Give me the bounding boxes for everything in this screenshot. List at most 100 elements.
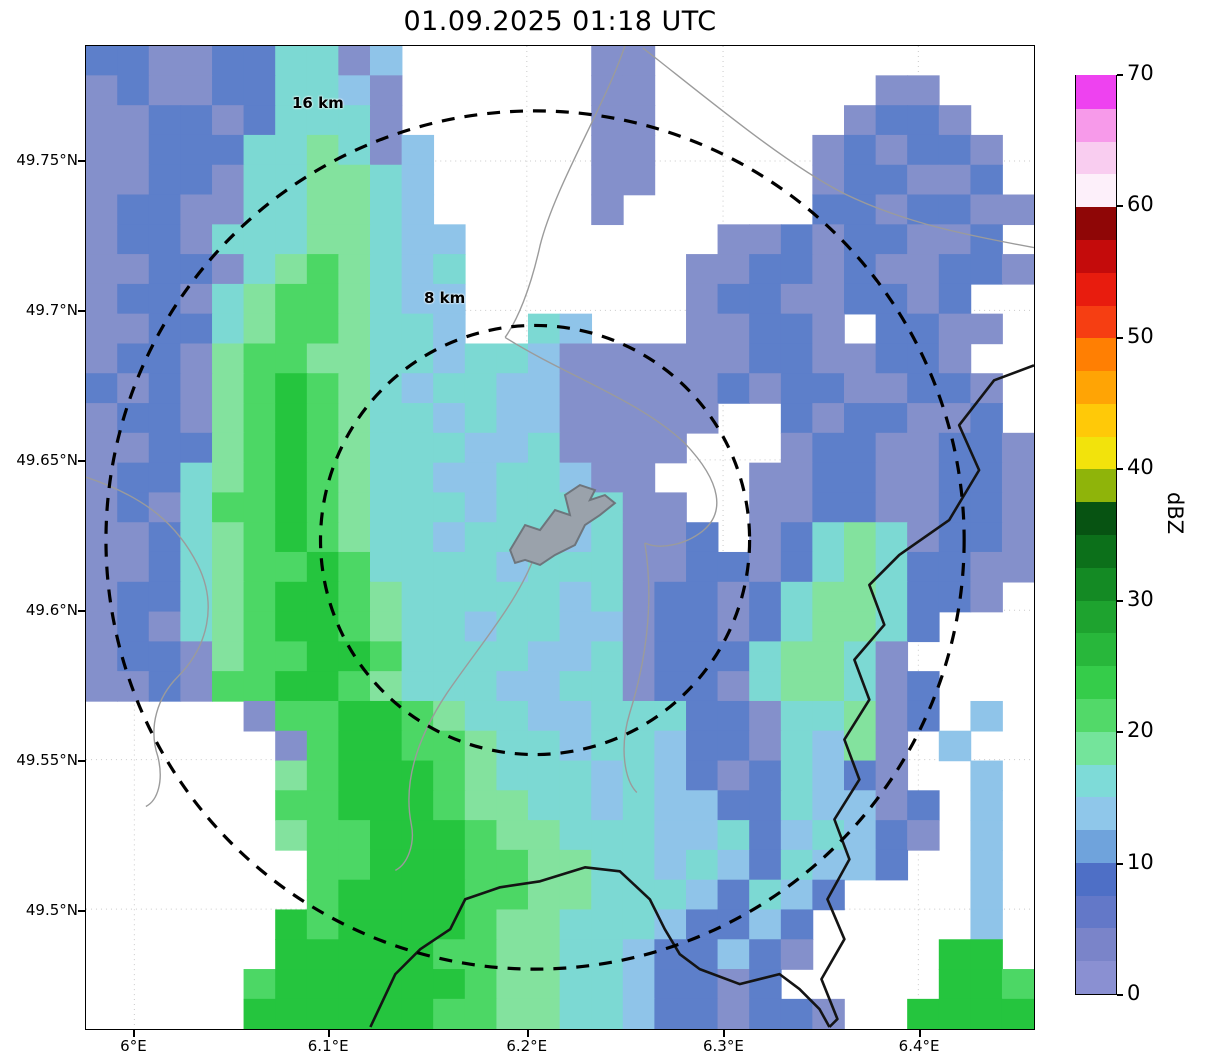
- radar-cell: [433, 849, 466, 881]
- radar-cell: [654, 432, 687, 464]
- radar-cell: [527, 313, 561, 345]
- radar-cell: [622, 820, 656, 851]
- radar-cell: [559, 403, 593, 434]
- radar-cell: [717, 730, 750, 762]
- colorbar-bands: [1076, 74, 1116, 994]
- radar-cell: [812, 700, 845, 732]
- radar-cell: [148, 671, 182, 702]
- radar-cell: [306, 820, 340, 851]
- y-tick-label: 49.6°N: [25, 601, 78, 620]
- radar-cell: [686, 760, 719, 792]
- radar-cell: [591, 462, 624, 494]
- radar-cell: [148, 611, 182, 643]
- radar-cell: [844, 820, 877, 851]
- radar-cell: [306, 879, 340, 911]
- radar-cell: [464, 492, 498, 523]
- radar-cell: [907, 492, 940, 523]
- radar-cell: [306, 849, 340, 881]
- radar-cell: [148, 194, 182, 226]
- radar-cell: [780, 998, 814, 1029]
- colorbar-band: [1076, 173, 1116, 208]
- radar-cell: [780, 224, 814, 255]
- radar-cell: [749, 998, 782, 1029]
- radar-cell: [749, 611, 782, 643]
- radar-cell: [433, 343, 466, 375]
- radar-cell: [180, 432, 213, 464]
- radar-cell: [591, 403, 624, 434]
- radar-cell: [117, 164, 150, 196]
- radar-cell: [1001, 551, 1034, 583]
- radar-cell: [433, 492, 466, 523]
- radar-cell: [275, 522, 308, 553]
- radar-cell: [622, 671, 656, 702]
- radar-cell: [180, 671, 213, 702]
- radar-cell: [86, 343, 119, 375]
- radar-cell: [622, 641, 656, 672]
- radar-cell: [875, 581, 909, 613]
- radar-cell: [275, 105, 308, 136]
- city-outline: [508, 484, 617, 567]
- radar-cell: [559, 641, 593, 672]
- radar-cell: [559, 849, 593, 881]
- radar-map-canvas: [86, 46, 1034, 1029]
- radar-cell: [559, 969, 593, 1000]
- colorbar-band: [1076, 107, 1116, 142]
- radar-cell: [338, 879, 371, 911]
- radar-cell: [338, 283, 371, 315]
- radar-cell: [496, 730, 529, 762]
- radar-cell: [275, 343, 308, 375]
- radar-cell: [338, 522, 371, 553]
- radar-cell: [338, 164, 371, 196]
- radar-cell: [212, 75, 245, 106]
- radar-cell: [117, 581, 150, 613]
- radar-cell: [622, 969, 656, 1000]
- y-tickmark: [78, 909, 85, 912]
- radar-cell: [338, 939, 371, 970]
- radar-cell: [212, 313, 245, 345]
- radar-cell: [86, 224, 119, 255]
- radar-cell: [591, 522, 624, 553]
- range-ring-label: 16 km: [292, 94, 344, 112]
- radar-cell: [464, 760, 498, 792]
- radar-cell: [464, 432, 498, 464]
- radar-cell: [86, 373, 119, 404]
- radar-cell: [275, 909, 308, 940]
- radar-cell: [591, 760, 624, 792]
- radar-cell: [148, 492, 182, 523]
- radar-cell: [844, 432, 877, 464]
- radar-cell: [338, 134, 371, 166]
- radar-cell: [527, 730, 561, 762]
- radar-cell: [433, 432, 466, 464]
- radar-cell: [496, 671, 529, 702]
- radar-cell: [622, 403, 656, 434]
- colorbar-band: [1076, 74, 1116, 109]
- radar-cell: [212, 641, 245, 672]
- radar-cell: [591, 194, 624, 226]
- radar-cell: [401, 551, 435, 583]
- radar-cell: [464, 581, 498, 613]
- radar-cell: [401, 283, 435, 315]
- radar-cell: [622, 46, 656, 77]
- radar-cell: [401, 790, 435, 821]
- radar-cell: [338, 581, 371, 613]
- radar-cell: [338, 551, 371, 583]
- colorbar-band: [1076, 861, 1116, 896]
- y-tickmark: [78, 610, 85, 613]
- radar-cell: [275, 403, 308, 434]
- radar-cell: [970, 224, 1003, 255]
- radar-cell: [527, 969, 561, 1000]
- radar-cell: [844, 194, 877, 226]
- radar-cell: [464, 700, 498, 732]
- radar-cell: [275, 462, 308, 494]
- radar-cell: [970, 790, 1003, 821]
- radar-cell: [86, 671, 119, 702]
- radar-cell: [875, 522, 909, 553]
- radar-cell: [780, 671, 814, 702]
- colorbar-unit-label: dBZ: [1163, 492, 1187, 535]
- radar-cell: [338, 611, 371, 643]
- radar-cell: [780, 700, 814, 732]
- colorbar-band: [1076, 500, 1116, 535]
- radar-cell: [780, 283, 814, 315]
- radar-cell: [654, 641, 687, 672]
- radar-cell: [243, 46, 276, 77]
